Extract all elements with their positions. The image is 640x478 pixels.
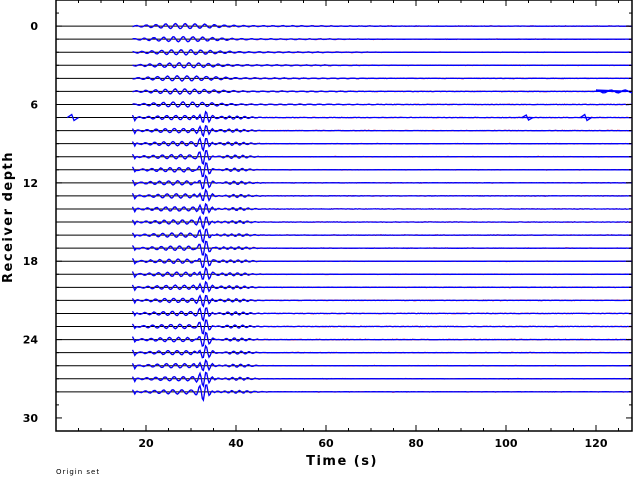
trace-blue <box>131 358 632 372</box>
trace-blue <box>131 307 633 322</box>
trace-blue <box>131 124 633 138</box>
y-tick-label: 6 <box>30 98 38 111</box>
x-tick-label: 60 <box>318 437 334 450</box>
x-tick-label: 40 <box>228 437 244 450</box>
footnote: Origin set <box>56 468 100 476</box>
trace-blue <box>131 150 633 166</box>
y-tick-label: 24 <box>23 334 39 347</box>
trace-blue <box>132 61 633 69</box>
trace-blue <box>131 215 633 230</box>
trace-blue <box>131 110 632 124</box>
trace-blue <box>131 280 633 294</box>
x-tick-label: 80 <box>408 437 424 450</box>
trace-blue <box>131 384 633 402</box>
y-tick-label: 30 <box>23 412 39 425</box>
y-tick-label: 12 <box>23 177 38 190</box>
x-tick-label: 100 <box>495 437 518 450</box>
x-axis: 20 40 60 80 100 120 <box>78 0 619 450</box>
trace-blue <box>131 344 632 359</box>
y-tick-label: 0 <box>30 20 38 33</box>
trace-blue <box>131 228 632 244</box>
trace-blue <box>131 319 633 335</box>
trace-blue <box>132 22 633 30</box>
plot-frame <box>55 0 633 432</box>
trace-blue <box>132 35 632 43</box>
trace-blue <box>132 75 633 82</box>
trace-blue <box>131 331 633 348</box>
trace-blue <box>131 252 633 269</box>
x-axis-title: Time (s) <box>306 454 378 469</box>
trace-blue <box>132 48 632 56</box>
trace-blue <box>131 266 633 281</box>
trace-spike <box>66 113 79 122</box>
trace-blue <box>131 162 633 178</box>
trace-blue <box>131 294 632 308</box>
traces-group <box>56 22 633 402</box>
trace-blue <box>131 240 633 256</box>
y-tick-label: 18 <box>23 255 38 268</box>
trace-blue <box>131 371 632 388</box>
y-axis: 0 6 12 18 24 30 <box>23 12 632 432</box>
x-tick-label: 20 <box>138 437 154 450</box>
trace-blue <box>131 202 633 216</box>
trace-blue <box>131 188 632 202</box>
x-tick-label: 120 <box>585 437 608 450</box>
trace-blue <box>132 88 633 95</box>
trace-blue <box>132 101 632 108</box>
trace-blue <box>131 137 633 152</box>
y-axis-title: Receiver depth <box>1 151 16 283</box>
trace-blue <box>131 174 632 190</box>
